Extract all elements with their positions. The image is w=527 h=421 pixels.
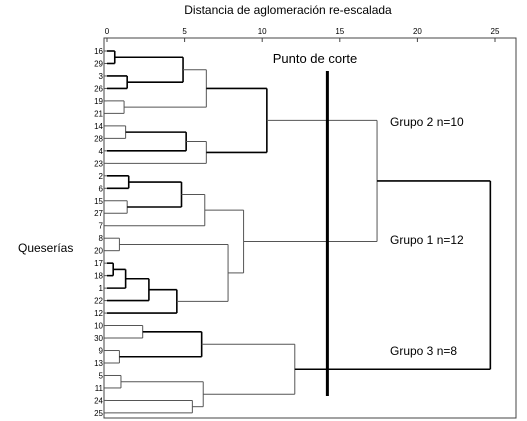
x-tick-label-5: 25 [491,27,500,36]
group-label-3: Grupo 3 n=8 [390,344,457,358]
leaf-label-13: 13 [94,359,103,368]
leaf-label-28: 28 [94,134,103,143]
leaf-label-29: 29 [94,59,103,68]
leaf-label-20: 20 [94,247,103,256]
chart-title: Distancia de aglomeración re-escalada [184,3,392,17]
leaf-label-14: 14 [94,122,103,131]
cut-line-label: Punto de corte [273,51,358,66]
leaf-label-27: 27 [94,209,103,218]
leaf-label-22: 22 [94,297,103,306]
leaf-label-25: 25 [94,409,103,418]
group-label-2: Grupo 2 n=10 [390,115,464,129]
leaf-label-10: 10 [94,322,103,331]
plot-frame [103,37,517,419]
leaf-label-24: 24 [94,396,103,405]
leaf-label-18: 18 [94,272,103,281]
leaf-label-15: 15 [94,197,103,206]
y-axis-label: Queserías [18,241,73,255]
leaf-label-4: 4 [99,147,104,156]
leaf-label-23: 23 [94,159,103,168]
x-tick-label-4: 20 [413,27,422,36]
leaf-label-12: 12 [94,309,103,318]
leaf-label-8: 8 [99,234,104,243]
leaf-label-26: 26 [94,84,103,93]
leaf-label-5: 5 [99,371,104,380]
dendrogram-links [107,50,492,414]
leaf-label-19: 19 [94,97,103,106]
leaf-label-3: 3 [99,72,104,81]
x-tick-label-0: 0 [105,27,110,36]
leaf-label-21: 21 [94,109,103,118]
leaf-labels: 1629326192114284232615277820171812212103… [94,47,107,418]
x-tick-label-2: 10 [258,27,267,36]
leaf-label-9: 9 [99,347,104,356]
x-tick-label-3: 15 [335,27,344,36]
x-tick-label-1: 5 [182,27,187,36]
leaf-label-7: 7 [99,222,104,231]
leaf-label-30: 30 [94,334,103,343]
leaf-label-6: 6 [99,184,104,193]
leaf-label-16: 16 [94,47,103,56]
leaf-label-1: 1 [99,284,104,293]
group-label-1: Grupo 1 n=12 [390,233,464,247]
leaf-label-2: 2 [99,172,104,181]
leaf-label-17: 17 [94,259,103,268]
leaf-label-11: 11 [95,384,104,393]
x-axis-ticks: 0 5 10 15 20 25 [105,27,500,42]
